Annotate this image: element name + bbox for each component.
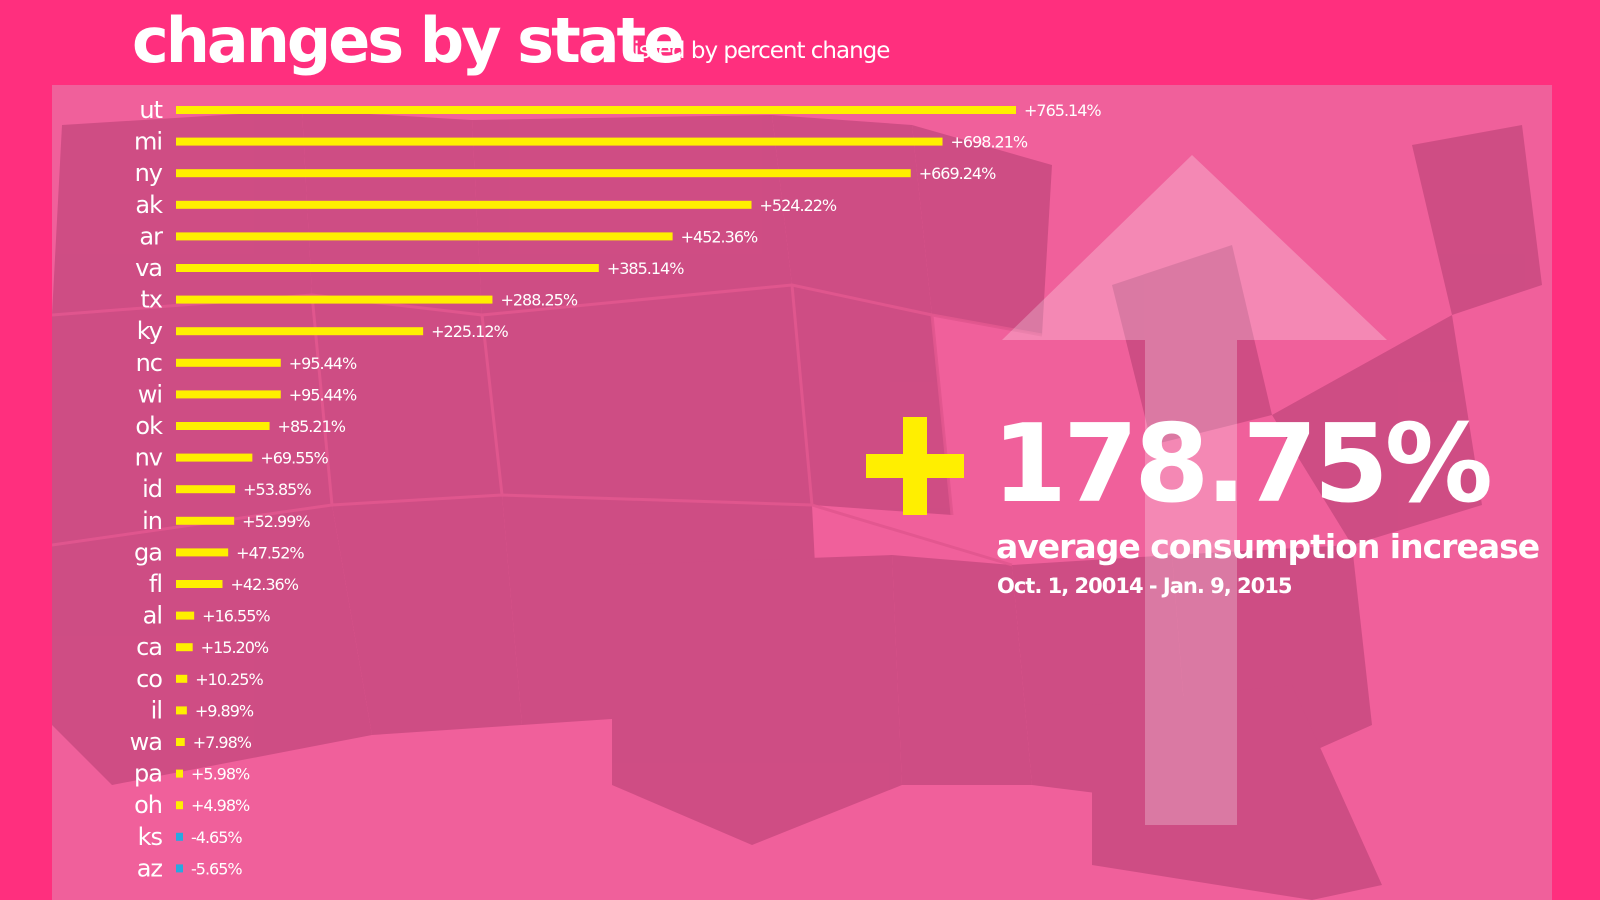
bar-ga: [176, 548, 229, 557]
state-label-il: il: [151, 696, 162, 724]
average-increase-value: 178.75%: [992, 402, 1493, 527]
state-label-ok: ok: [135, 412, 163, 440]
state-label-id: id: [142, 475, 162, 503]
state-label-va: va: [135, 254, 162, 282]
value-label-ks: -4.65%: [191, 828, 242, 847]
bar-az: [176, 864, 183, 873]
value-label-pa: +5.98%: [191, 765, 250, 784]
value-label-id: +53.85%: [243, 480, 311, 499]
state-label-pa: pa: [134, 760, 162, 788]
state-label-ny: ny: [135, 159, 163, 187]
value-label-ok: +85.21%: [278, 417, 346, 436]
state-label-fl: fl: [149, 570, 162, 598]
bar-wa: [176, 738, 185, 746]
bar-id: [176, 485, 236, 494]
bar-oh: [176, 801, 183, 810]
bar-ks: [176, 832, 183, 841]
value-label-oh: +4.98%: [191, 796, 250, 815]
state-label-nc: nc: [136, 349, 162, 377]
state-label-co: co: [136, 665, 162, 693]
value-label-il: +9.89%: [195, 701, 254, 720]
state-label-in: in: [142, 507, 162, 535]
value-label-co: +10.25%: [195, 670, 263, 689]
value-label-va: +385.14%: [607, 259, 684, 278]
value-label-ak: +524.22%: [760, 196, 837, 215]
value-label-ut: +765.14%: [1024, 101, 1101, 120]
value-label-mi: +698.21%: [951, 133, 1028, 152]
bar-ny: [176, 169, 911, 178]
up-arrow-icon: [1002, 155, 1387, 825]
state-label-wa: wa: [130, 728, 162, 756]
value-label-tx: +288.25%: [500, 291, 577, 310]
value-label-wi: +95.44%: [289, 385, 357, 404]
state-label-az: az: [137, 854, 163, 882]
bar-mi: [176, 137, 943, 146]
value-label-ny: +669.24%: [919, 164, 996, 183]
state-label-ks: ks: [138, 823, 163, 851]
bar-tx: [176, 295, 493, 304]
value-label-ky: +225.12%: [431, 322, 508, 341]
state-label-ky: ky: [137, 317, 163, 345]
state-label-ak: ak: [135, 191, 163, 219]
state-label-mi: mi: [134, 128, 162, 156]
bar-al: [176, 611, 195, 620]
bar-fl: [176, 580, 223, 588]
chart-subtitle: listed by percent change: [628, 38, 890, 64]
value-label-wa: +7.98%: [193, 733, 252, 752]
bar-ca: [176, 643, 193, 652]
state-label-al: al: [143, 602, 162, 630]
value-label-nv: +69.55%: [260, 449, 328, 468]
state-label-ar: ar: [139, 222, 163, 250]
state-label-tx: tx: [140, 286, 162, 314]
state-label-nv: nv: [135, 444, 163, 472]
bar-il: [176, 706, 187, 715]
plus-sign-icon: [866, 417, 964, 515]
value-label-az: -5.65%: [191, 859, 242, 878]
bar-wi: [176, 390, 281, 399]
state-label-oh: oh: [134, 791, 162, 819]
us-map-background: [52, 85, 1552, 900]
value-label-ar: +452.36%: [681, 227, 758, 246]
value-label-in: +52.99%: [242, 512, 310, 531]
state-label-ga: ga: [134, 538, 162, 566]
value-label-nc: +95.44%: [289, 354, 357, 373]
value-label-fl: +42.36%: [231, 575, 299, 594]
bar-ut: [176, 106, 1016, 114]
value-label-ca: +15.20%: [201, 638, 269, 657]
bar-co: [176, 674, 188, 683]
average-increase-caption: average consumption increase: [996, 527, 1540, 566]
value-label-al: +16.55%: [202, 607, 270, 626]
state-label-ut: ut: [139, 96, 162, 124]
chart-title: changes by state: [132, 4, 685, 77]
bar-pa: [176, 769, 183, 778]
state-label-wi: wi: [138, 380, 162, 408]
value-label-ga: +47.52%: [236, 543, 304, 562]
bar-ky: [176, 327, 424, 336]
bar-ok: [176, 422, 270, 430]
bar-nc: [176, 358, 281, 367]
date-range: Oct. 1, 20014 - Jan. 9, 2015: [997, 574, 1292, 598]
bar-ar: [176, 232, 673, 241]
bar-va: [176, 264, 599, 272]
bar-in: [176, 516, 235, 525]
bar-ak: [176, 200, 752, 209]
state-label-ca: ca: [136, 633, 162, 661]
bar-nv: [176, 453, 253, 462]
